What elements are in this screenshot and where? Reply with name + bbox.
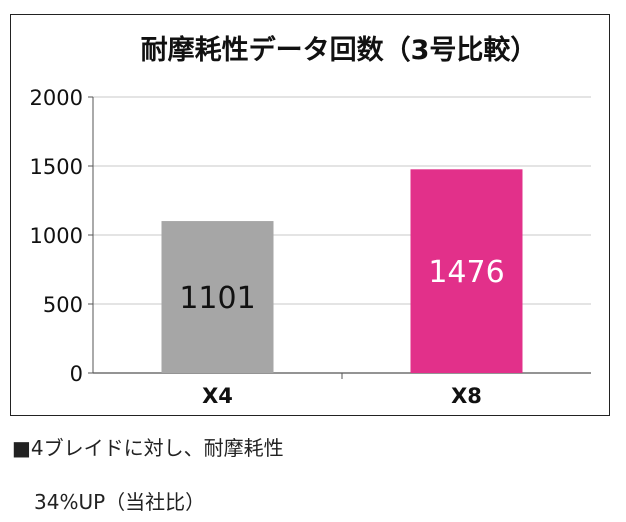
- bar-x4: [161, 221, 274, 373]
- chart-frame: 耐摩耗性データ回数（3号比較） 0 500 1000 1500 2000 X4 1101 X…: [10, 14, 610, 416]
- caption-line-2: 34%UP（当社比）: [34, 490, 206, 514]
- x-tick-label: X8: [451, 384, 482, 408]
- y-tick-label: 0: [70, 362, 83, 386]
- y-tick-label: 2000: [30, 86, 83, 110]
- y-tick-label: 1000: [30, 224, 83, 248]
- y-tick-label: 500: [43, 293, 83, 317]
- bar-x8: [410, 169, 523, 373]
- chart-title: 耐摩耗性データ回数（3号比較）: [141, 34, 538, 66]
- data-label: 1101: [179, 281, 255, 316]
- data-label: 1476: [428, 255, 504, 290]
- bar-chart: 耐摩耗性データ回数（3号比較） 0 500 1000 1500 2000 X4 1101 X…: [30, 34, 591, 408]
- y-tick-label: 1500: [30, 155, 83, 179]
- x-tick-label: X4: [202, 384, 233, 408]
- caption-line-1: ■4ブレイドに対し、耐摩耗性: [12, 436, 284, 460]
